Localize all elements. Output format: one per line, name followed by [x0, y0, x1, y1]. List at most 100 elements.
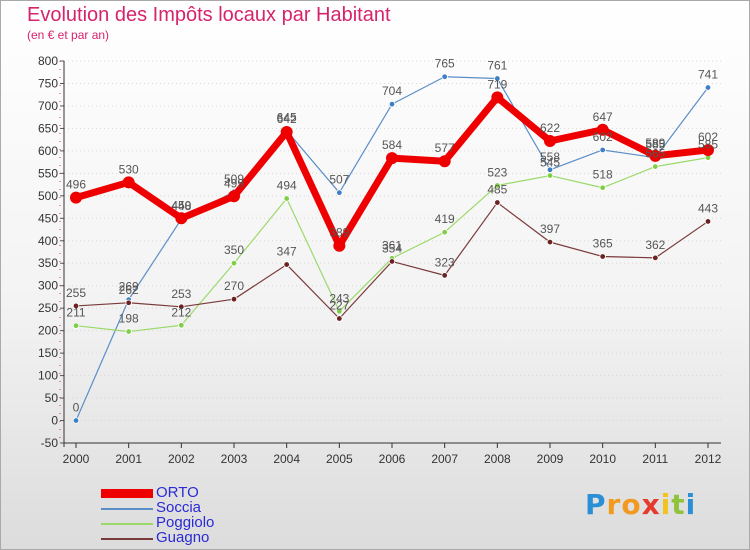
data-point-orto	[280, 126, 293, 139]
data-label-orto: 602	[698, 130, 718, 144]
data-label-guagno: 362	[645, 238, 665, 252]
data-point-soccia	[704, 84, 712, 91]
data-label-guagno: 270	[224, 279, 244, 293]
data-point-poggiolo	[652, 163, 659, 170]
x-tick-label: 2011	[642, 452, 668, 466]
x-tick-label: 2004	[273, 452, 300, 466]
logo-letter: i	[660, 488, 672, 521]
data-point-orto	[596, 123, 609, 136]
data-point-orto	[491, 91, 504, 104]
data-label-poggiolo: 518	[593, 168, 613, 182]
data-point-guagno	[283, 261, 290, 268]
logo-letter: i	[685, 488, 697, 521]
x-tick-label: 2005	[326, 452, 353, 466]
data-point-guagno	[72, 302, 80, 310]
data-label-soccia: 558	[540, 150, 560, 164]
data-point-soccia	[441, 73, 448, 80]
data-label-guagno: 347	[277, 245, 297, 259]
data-point-guagno	[599, 253, 606, 260]
data-point-poggiolo	[599, 184, 606, 191]
data-point-guagno	[546, 238, 554, 246]
legend-swatch-guagno	[101, 538, 153, 540]
data-label-soccia: 509	[224, 172, 244, 186]
data-label-guagno: 443	[698, 201, 718, 215]
x-tick-label: 2012	[695, 452, 722, 466]
data-point-poggiolo	[494, 182, 501, 189]
data-label-guagno: 227	[329, 299, 349, 313]
data-label-guagno: 255	[66, 286, 86, 300]
data-point-soccia	[494, 75, 501, 82]
x-tick-label: 2002	[168, 452, 195, 466]
data-label-soccia: 645	[277, 111, 297, 125]
data-point-guagno	[704, 218, 712, 225]
data-point-orto	[70, 191, 82, 204]
x-tick-label: 2007	[431, 452, 458, 466]
data-point-poggiolo	[336, 308, 343, 315]
data-label-orto: 577	[435, 141, 455, 155]
data-label-soccia: 761	[487, 59, 507, 73]
logo-letter: o	[621, 488, 642, 521]
x-tick-label: 2010	[589, 452, 616, 466]
axis-layer: -50 0 50 100 150 200 250 300 350 400 450 500 550 600 6…	[38, 54, 722, 466]
data-point-poggiolo	[125, 328, 132, 335]
proxiti-logo: Proxiti	[585, 488, 696, 521]
y-tick-label: 500	[38, 189, 58, 203]
data-point-poggiolo	[72, 322, 80, 329]
logo-letter: r	[606, 488, 622, 521]
data-point-guagno	[178, 303, 185, 311]
y-tick-label: 100	[38, 369, 58, 383]
y-tick-label: 0	[51, 414, 58, 428]
data-point-poggiolo	[546, 172, 554, 179]
data-label-poggiolo: 198	[119, 312, 139, 326]
y-tick-label: 650	[38, 121, 58, 135]
data-label-soccia: 765	[435, 57, 455, 71]
data-label-poggiolo: 585	[698, 138, 718, 152]
data-label-poggiolo: 212	[171, 305, 191, 319]
data-label-soccia: 448	[171, 199, 191, 213]
legend-swatch-soccia	[101, 508, 153, 510]
legend-label-guagno: Guagno	[156, 529, 210, 546]
data-label-orto: 589	[645, 136, 665, 150]
data-point-guagno	[230, 295, 238, 303]
data-point-orto	[175, 212, 188, 225]
data-point-orto	[649, 149, 662, 162]
data-point-orto	[438, 155, 451, 168]
data-label-poggiolo: 243	[329, 291, 349, 305]
data-label-orto: 496	[66, 178, 86, 192]
x-tick-label: 2008	[484, 452, 511, 466]
data-point-orto	[386, 152, 398, 165]
x-tick-label: 2001	[115, 452, 142, 466]
data-point-poggiolo	[441, 229, 448, 236]
y-tick-label: 150	[38, 346, 58, 360]
data-point-guagno	[125, 299, 132, 306]
x-tick-label: 2003	[221, 452, 248, 466]
data-label-poggiolo: 545	[540, 156, 560, 170]
data-label-soccia: 269	[119, 280, 139, 294]
legend-swatch-orto	[101, 489, 153, 498]
data-label-guagno: 323	[435, 255, 455, 269]
data-point-orto	[122, 176, 135, 189]
data-label-poggiolo: 211	[66, 306, 85, 320]
data-point-orto	[702, 143, 714, 156]
data-label-poggiolo: 419	[435, 212, 455, 226]
y-tick-label: 400	[38, 234, 58, 248]
data-point-guagno	[388, 258, 396, 265]
logo-letter: P	[585, 488, 607, 521]
data-point-orto	[544, 134, 556, 147]
data-label-guagno: 485	[487, 183, 507, 197]
data-label-guagno: 253	[171, 287, 191, 301]
y-tick-label: 700	[38, 99, 58, 113]
data-label-poggiolo: 361	[382, 238, 402, 252]
chart-title: Evolution des Impôts locaux par Habitant	[27, 4, 391, 26]
data-label-soccia: 0	[73, 401, 80, 415]
data-point-guagno	[494, 199, 501, 206]
logo-letter: t	[671, 488, 686, 521]
y-tick-label: 200	[38, 324, 58, 338]
data-label-soccia: 507	[329, 173, 349, 187]
data-label-guagno: 262	[119, 283, 139, 297]
data-point-soccia	[599, 146, 606, 154]
x-tick-label: 2009	[537, 452, 564, 466]
y-tick-label: -50	[41, 436, 59, 450]
data-label-soccia: 602	[593, 130, 613, 144]
